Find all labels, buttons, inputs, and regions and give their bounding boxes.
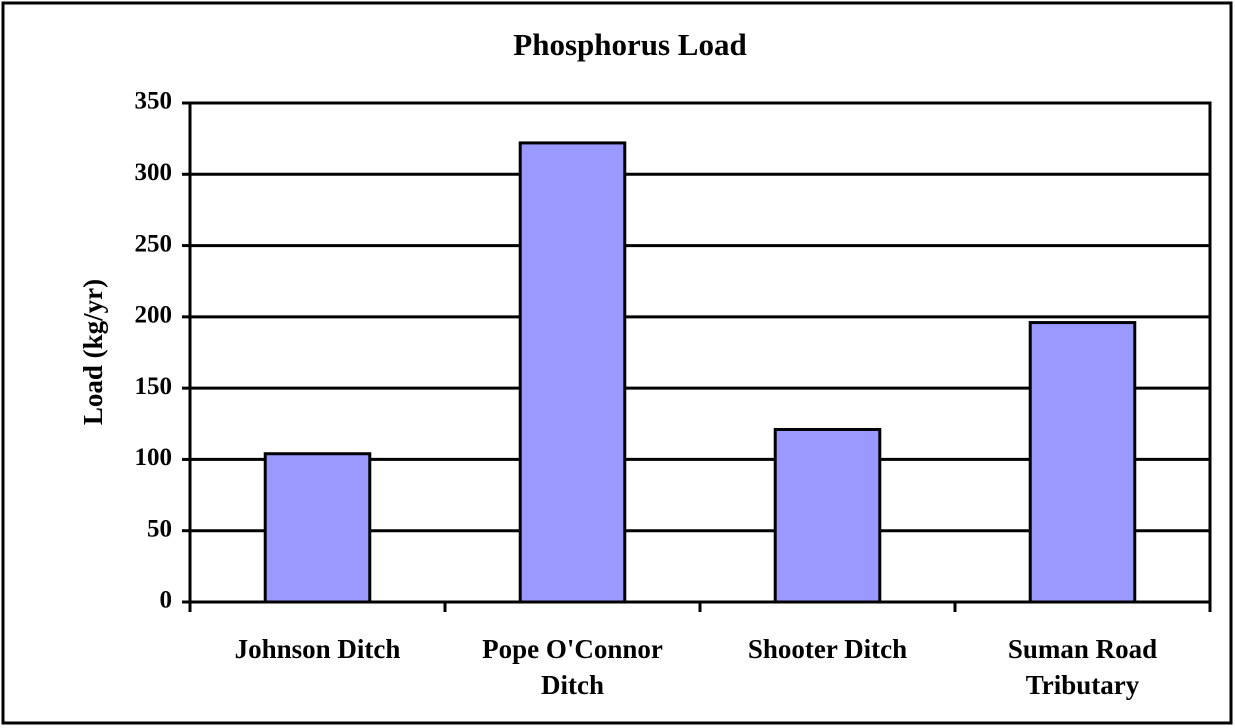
y-tick-label: 50 xyxy=(147,515,172,542)
y-axis-label: Load (kg/yr) xyxy=(78,279,108,425)
y-tick-label: 300 xyxy=(135,159,173,186)
x-tick-label: Shooter Ditch xyxy=(748,634,907,664)
bar xyxy=(518,141,627,604)
x-tick-label: Johnson Ditch xyxy=(235,634,401,664)
chart-title: Phosphorus Load xyxy=(513,27,746,62)
bar xyxy=(263,452,372,604)
y-tick-label: 150 xyxy=(135,373,173,400)
y-tick-label: 0 xyxy=(160,587,173,614)
y-tick-label: 200 xyxy=(135,302,173,329)
y-tick-label: 250 xyxy=(135,230,173,257)
x-tick-label: Suman Road Tributary xyxy=(1008,634,1157,700)
y-tick-label: 100 xyxy=(135,444,173,471)
bar xyxy=(773,427,882,604)
y-tick-label: 350 xyxy=(135,88,173,115)
bar xyxy=(1028,321,1137,604)
x-tick-label: Pope O'Connor Ditch xyxy=(482,634,663,700)
